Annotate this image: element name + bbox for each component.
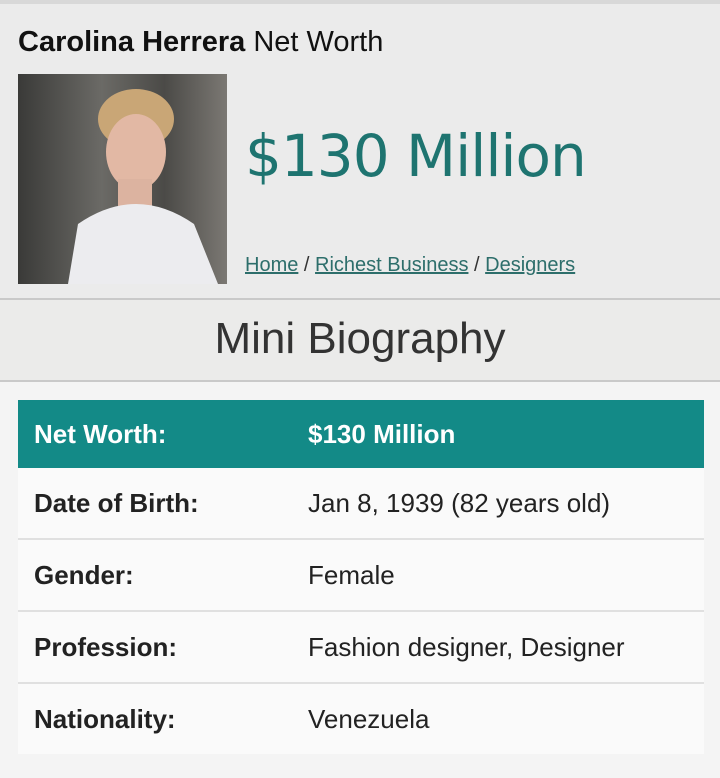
row-value: Venezuela <box>308 703 430 734</box>
row-label: Net Worth: <box>34 418 167 449</box>
row-label: Nationality: <box>34 703 176 734</box>
breadcrumb: Home / Richest Business / Designers <box>245 254 575 277</box>
title-suffix: Net Worth <box>253 26 384 58</box>
header-section: Carolina Herrera Net Worth $130 Million … <box>0 0 720 298</box>
breadcrumb-home[interactable]: Home <box>245 254 299 276</box>
bio-row-gender: Gender: Female <box>18 540 704 612</box>
section-header: Mini Biography <box>0 298 720 382</box>
bio-row-net-worth: Net Worth: $130 Million <box>18 400 704 468</box>
row-value: Fashion designer, Designer <box>308 631 625 662</box>
row-label: Gender: <box>34 559 134 590</box>
breadcrumb-designers[interactable]: Designers <box>485 254 576 276</box>
breadcrumb-separator: / <box>474 254 480 276</box>
bio-row-date-of-birth: Date of Birth: Jan 8, 1939 (82 years old) <box>18 468 704 540</box>
bio-row-nationality: Nationality: Venezuela <box>18 684 704 754</box>
person-photo <box>18 74 227 284</box>
section-title: Mini Biography <box>214 314 506 363</box>
breadcrumb-richest-business[interactable]: Richest Business <box>315 254 469 276</box>
breadcrumb-separator: / <box>303 254 310 276</box>
bio-table: Net Worth: $130 Million Date of Birth: Jan… <box>18 400 704 754</box>
row-value: Female <box>308 559 395 590</box>
page-title: Carolina Herrera Net Worth <box>18 26 383 59</box>
net-worth-amount: $130 Million <box>245 122 587 190</box>
bio-row-profession: Profession: Fashion designer, Designer <box>18 612 704 684</box>
row-value: Jan 8, 1939 (82 years old) <box>308 487 611 518</box>
row-label: Profession: <box>34 631 178 662</box>
row-value: $130 Million <box>308 418 456 449</box>
row-label: Date of Birth: <box>34 487 199 518</box>
person-name: Carolina Herrera <box>18 26 246 58</box>
